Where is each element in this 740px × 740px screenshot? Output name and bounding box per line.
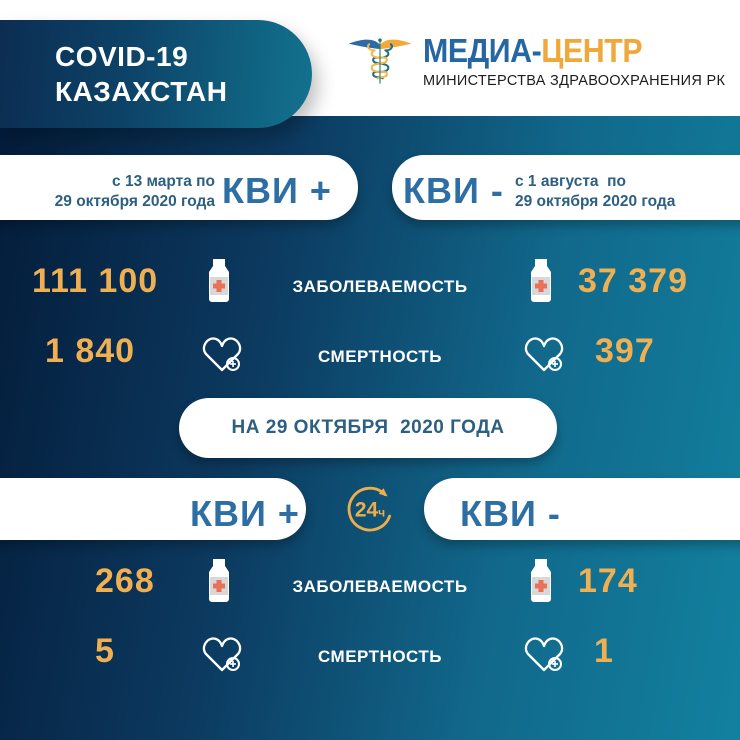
svg-text:24ч: 24ч: [355, 499, 385, 522]
